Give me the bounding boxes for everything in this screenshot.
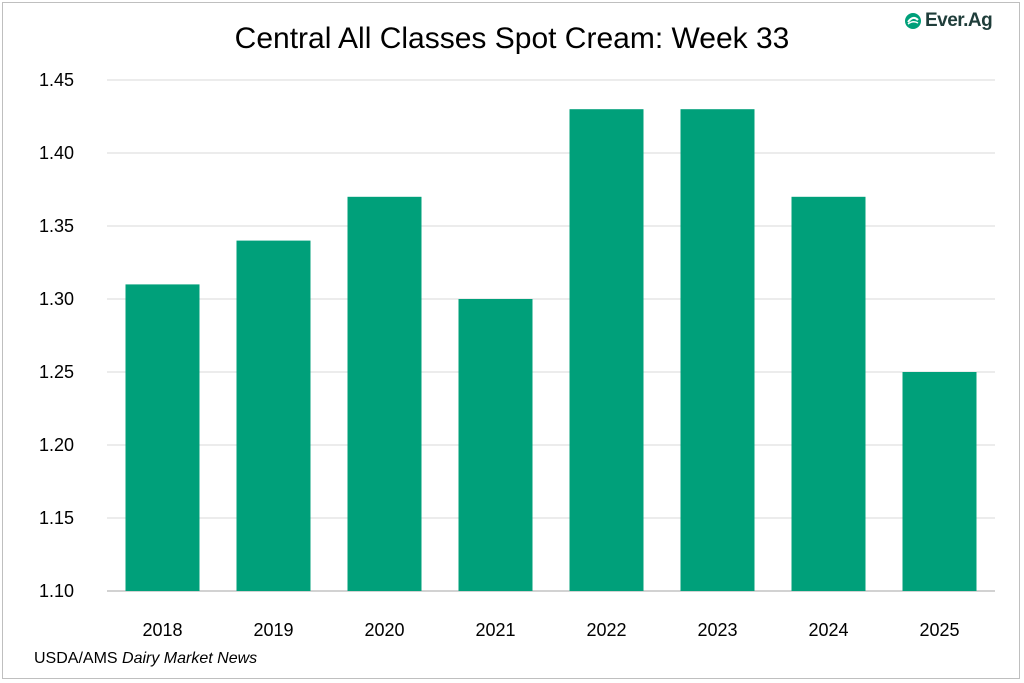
y-tick-label: 1.30 [39,289,74,309]
bar-2018 [125,284,200,591]
logo-text: Ever.Ag [925,10,993,31]
bar-2022 [569,109,644,591]
y-tick-label: 1.40 [39,143,74,163]
x-tick-label: 2019 [253,620,293,640]
y-tick-label: 1.25 [39,362,74,382]
source-prefix: USDA/AMS [34,650,123,667]
y-tick-label: 1.45 [39,70,74,90]
x-tick-label: 2024 [808,620,848,640]
bar-2019 [236,240,311,591]
leaf-icon [905,13,921,29]
ever-ag-logo: Ever.Ag [904,10,993,32]
x-tick-label: 2022 [586,620,626,640]
y-tick-label: 1.15 [39,508,74,528]
y-tick-label: 1.10 [39,581,74,601]
bar-2020 [347,196,422,592]
x-tick-label: 2018 [142,620,182,640]
y-tick-label: 1.35 [39,216,74,236]
x-tick-label: 2021 [475,620,515,640]
bar-2021 [458,299,533,591]
x-tick-label: 2023 [697,620,737,640]
x-tick-label: 2025 [919,620,959,640]
bar-2024 [791,196,866,592]
chart-title: Central All Classes Spot Cream: Week 33 [234,22,790,55]
bar-2023 [680,109,755,591]
x-tick-label: 2020 [364,620,404,640]
source-note: USDA/AMS Dairy Market News [34,650,257,668]
bar-2025 [902,372,977,591]
source-italic: Dairy Market News [122,650,258,667]
y-tick-label: 1.20 [39,435,74,455]
